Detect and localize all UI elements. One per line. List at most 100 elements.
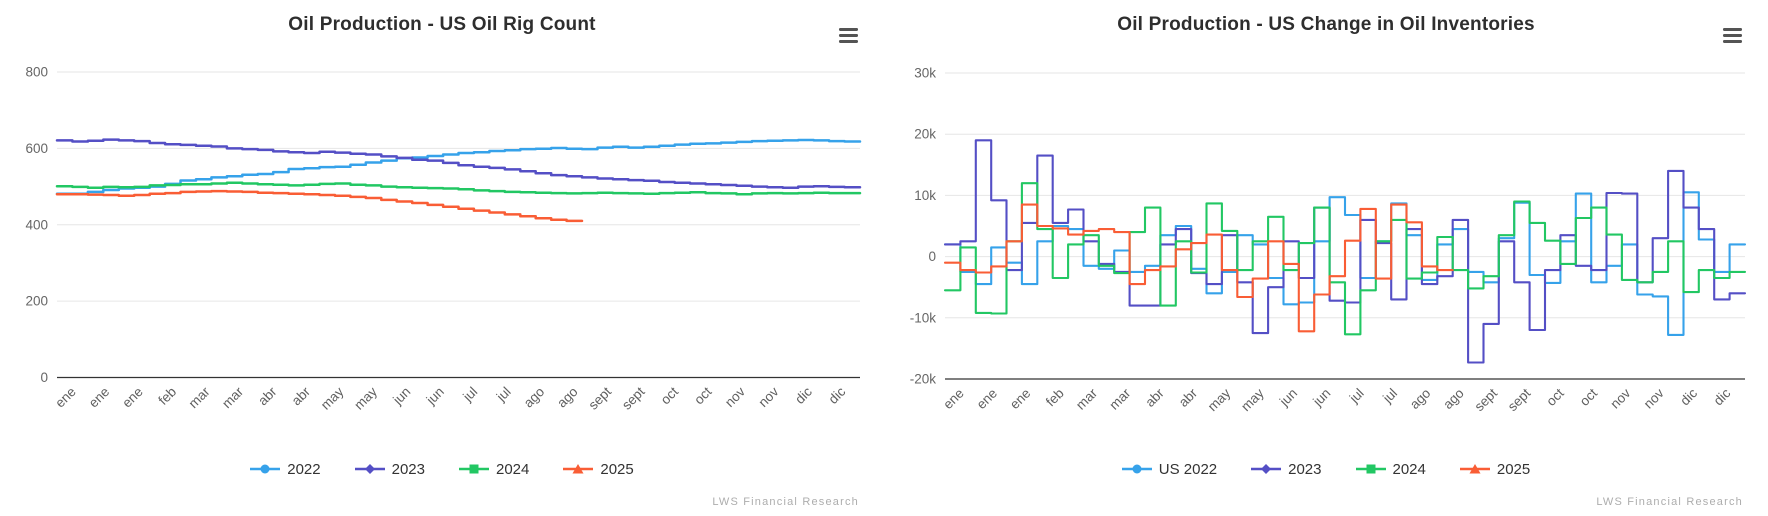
legend-label: 2024 — [1392, 460, 1426, 478]
chart-context-menu-button[interactable] — [839, 28, 858, 43]
hamburger-menu-icon — [839, 34, 858, 37]
circle-marker-icon — [250, 464, 281, 474]
rig-count-chart: Oil Production - US Oil Rig Count 800 600… — [0, 14, 884, 508]
x-axis-label: may — [1205, 385, 1234, 414]
x-axis-label: jun — [1276, 386, 1300, 410]
series-line-2025 — [943, 203, 1454, 333]
y-axis-label: 400 — [25, 217, 48, 232]
legend-label: 2023 — [391, 460, 425, 478]
legend-item-2023[interactable]: 2023 — [1251, 460, 1322, 478]
x-axis-label: abr — [289, 384, 314, 409]
x-axis-label: ago — [521, 384, 548, 411]
legend-item-2022[interactable]: 2022 — [250, 460, 321, 478]
oil-inventories-chart: Oil Production - US Change in Oil Invent… — [884, 0, 1768, 516]
x-axis-label: sept — [1505, 385, 1534, 414]
x-axis-label: ene — [52, 384, 79, 411]
legend-label: 2025 — [1496, 460, 1531, 478]
series-line-2025 — [55, 189, 584, 223]
credits-label: LWS Financial Research — [1596, 496, 1743, 508]
legend-item-2025[interactable]: 2025 — [1459, 460, 1531, 478]
y-axis-label: 10k — [914, 188, 936, 203]
legend-label: 2023 — [1288, 460, 1322, 478]
series-line-2024 — [55, 181, 862, 196]
x-axis-label: mar — [1073, 385, 1100, 412]
x-axis-label: oct — [658, 384, 682, 408]
x-axis-label: ene — [974, 386, 1001, 413]
x-axis-label: abr — [1142, 385, 1167, 410]
legend-item-2024[interactable]: 2024 — [1355, 460, 1426, 478]
x-axis-label: abr — [1176, 385, 1201, 410]
x-axis-label: sept — [1471, 385, 1500, 414]
hamburger-menu-icon — [1723, 40, 1742, 43]
x-axis-label: jun — [423, 384, 447, 408]
y-axis-label: 0 — [928, 249, 936, 264]
x-axis-label: may — [318, 384, 347, 413]
legend-item-2025[interactable]: 2025 — [563, 460, 634, 478]
legend-label: 2025 — [600, 460, 634, 478]
hamburger-menu-icon — [1723, 28, 1742, 31]
x-axis-label: ago — [1407, 386, 1434, 413]
square-marker-icon — [459, 464, 489, 474]
legend-item-2023[interactable]: 2023 — [354, 460, 425, 478]
y-axis-label: 600 — [25, 141, 48, 156]
x-axis-label: ene — [86, 384, 113, 411]
legend-item-2024[interactable]: 2024 — [459, 461, 529, 478]
legend-label: 2024 — [496, 460, 530, 478]
x-axis-label: ago — [554, 384, 581, 411]
x-axis-label: nov — [722, 384, 748, 410]
x-axis-label: jun — [389, 384, 413, 408]
x-axis-label: sept — [619, 384, 648, 413]
x-axis-label: oct — [691, 384, 715, 408]
x-axis-label: ene — [1007, 386, 1034, 413]
x-axis-label: nov — [1607, 385, 1633, 411]
diamond-marker-icon — [1251, 464, 1282, 474]
x-axis-label: jul — [459, 384, 480, 405]
x-axis-label: may — [351, 384, 380, 413]
chart-title: Oil Production - US Oil Rig Count — [288, 14, 596, 35]
series-line-2022 — [55, 138, 862, 196]
x-axis-label: nov — [755, 384, 781, 410]
diamond-marker-icon — [354, 464, 385, 474]
x-axis-label: oct — [1543, 385, 1567, 409]
x-axis-label: dic — [1677, 385, 1700, 408]
hamburger-menu-icon — [839, 28, 858, 31]
y-axis-label: 30k — [914, 66, 936, 81]
x-axis-label: mar — [186, 384, 213, 411]
legend-item-us-2022[interactable]: US 2022 — [1121, 460, 1218, 478]
chart-legend: US 2022 2023 2024 2025 — [884, 458, 1768, 480]
circle-marker-icon — [1121, 464, 1152, 474]
x-axis-label: ago — [1440, 386, 1467, 413]
y-axis-label: -10k — [910, 310, 937, 325]
chart-legend: 2022 2023 2024 2025 — [0, 458, 884, 480]
triangle-marker-icon — [1459, 464, 1490, 474]
hamburger-menu-icon — [1723, 34, 1742, 37]
x-axis-label: jul — [493, 384, 514, 405]
x-axis-label: dic — [792, 384, 815, 407]
x-axis-label: dic — [1711, 385, 1734, 408]
x-axis-label: jul — [1346, 386, 1367, 407]
x-axis-label: feb — [1043, 386, 1067, 410]
x-axis-label: mar — [219, 384, 246, 411]
x-axis-label: jun — [1309, 386, 1333, 410]
legend-label: US 2022 — [1158, 460, 1218, 478]
x-axis-label: abr — [255, 384, 280, 409]
y-axis-label: 0 — [40, 370, 48, 385]
square-marker-icon — [1355, 464, 1386, 474]
series-line-2024 — [943, 182, 1747, 336]
hamburger-menu-icon — [839, 40, 858, 43]
series-line-2023 — [55, 138, 862, 189]
y-axis-label: 800 — [25, 65, 48, 80]
triangle-marker-icon — [563, 464, 594, 474]
x-axis-label: feb — [155, 384, 179, 408]
x-axis-label: dic — [826, 384, 849, 407]
x-axis-label: mar — [1106, 385, 1133, 412]
chart-context-menu-button[interactable] — [1723, 28, 1742, 43]
x-axis-label: ene — [119, 384, 146, 411]
x-axis-label: sept — [586, 384, 615, 413]
x-axis-label: ene — [940, 386, 967, 413]
legend-label: 2022 — [287, 460, 321, 478]
y-axis-label: 200 — [25, 294, 48, 309]
